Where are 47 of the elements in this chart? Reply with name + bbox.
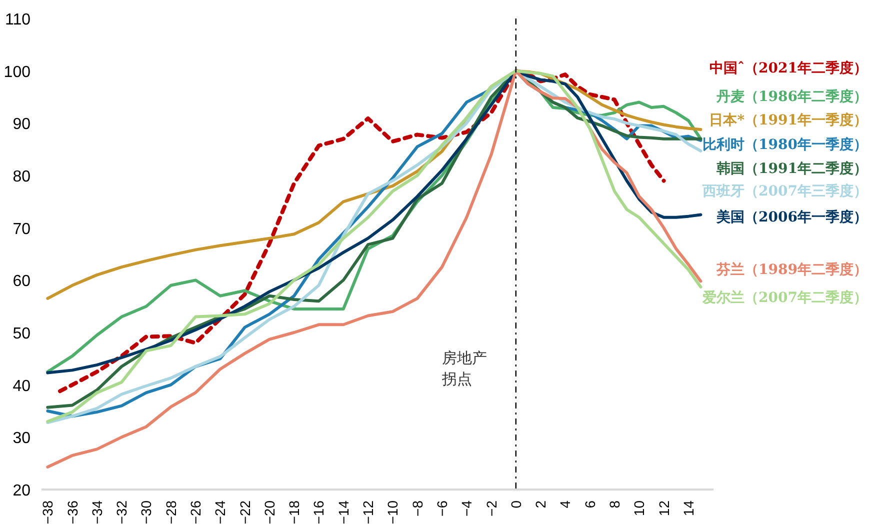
- x-tick-label: −20: [261, 500, 278, 524]
- x-tick-label: −34: [88, 500, 105, 524]
- text: 中国ˆ（2021年二季度）: [710, 60, 868, 77]
- ref-line-label: 房地产拐点: [440, 349, 487, 388]
- text: 丹麦（1986年二季度）: [716, 88, 868, 105]
- x-tick-label: −8: [409, 500, 426, 516]
- y-tick-label: 100: [4, 64, 31, 81]
- series-label: 日本*（1991年一季度）: [709, 112, 868, 129]
- y-tick-label: 90: [12, 116, 31, 134]
- y-tick-label: 50: [12, 326, 31, 342]
- x-tick-label: −26: [188, 500, 204, 524]
- x-tick-label: 8: [606, 500, 622, 508]
- x-tick-label: −2: [483, 500, 500, 516]
- x-tick-label: −28: [162, 500, 179, 524]
- y-tick-label: 20: [12, 482, 31, 500]
- x-tick-label: −12: [360, 500, 376, 524]
- series-label: 比利时（1980年一季度）: [702, 136, 868, 154]
- y-tick-label: 110: [4, 12, 31, 28]
- y-tick-label: 30: [12, 430, 31, 448]
- x-tick-label: 0: [508, 500, 524, 508]
- series-label: 芬兰（1989年二季度）: [716, 261, 868, 278]
- x-tick-label: −6: [434, 500, 450, 516]
- x-tick-label: −4: [458, 500, 475, 516]
- x-tick-label: −14: [335, 500, 352, 524]
- x-tick-label: −38: [40, 500, 56, 524]
- x-tick-label: 14: [680, 500, 696, 516]
- x-tick-label: −36: [64, 500, 80, 524]
- text: 西班牙（2007年三季度）: [702, 182, 868, 200]
- series-label: 美国（2006年一季度）: [716, 208, 868, 226]
- x-tick-label: −22: [236, 500, 253, 524]
- x-tick-label: −24: [212, 500, 228, 524]
- y-tick-label: 60: [12, 273, 31, 290]
- x-tick-label: 12: [656, 500, 672, 516]
- series-label: 韩国（1991年二季度）: [716, 160, 868, 178]
- x-tick-label: −16: [310, 500, 327, 524]
- x-tick-label: −32: [114, 500, 130, 524]
- x-tick-label: 2: [532, 500, 549, 508]
- x-tick-label: 10: [631, 500, 648, 516]
- y-tick-label: 80: [12, 168, 31, 186]
- series-label: 爱尔兰（2007年二季度）: [702, 288, 868, 306]
- x-tick-label: −10: [384, 500, 401, 524]
- y-tick-label: 40: [12, 378, 31, 395]
- x-tick-label: 6: [582, 500, 598, 508]
- x-tick-label: −30: [138, 500, 154, 524]
- x-tick-label: −18: [286, 500, 302, 524]
- x-tick-label: 4: [557, 500, 574, 508]
- y-tick-label: 70: [12, 220, 31, 238]
